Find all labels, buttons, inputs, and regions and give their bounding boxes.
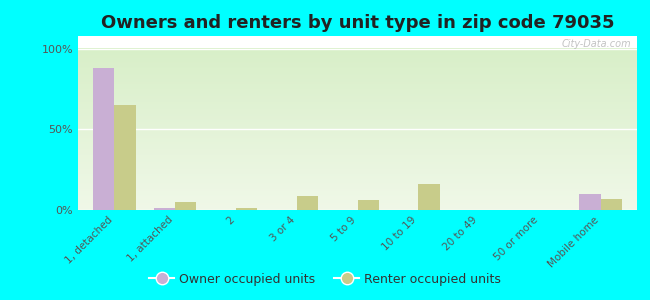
Bar [176, 202, 196, 210]
Legend: Owner occupied units, Renter occupied units: Owner occupied units, Renter occupied un… [144, 268, 506, 291]
Bar [601, 199, 622, 210]
Bar [358, 200, 379, 210]
Bar [297, 196, 318, 210]
Bar [236, 208, 257, 210]
Bar [418, 184, 439, 210]
Bar [579, 194, 601, 210]
Title: Owners and renters by unit type in zip code 79035: Owners and renters by unit type in zip c… [101, 14, 614, 32]
Text: City-Data.com: City-Data.com [562, 40, 631, 50]
Bar [154, 208, 176, 210]
Bar [93, 68, 114, 210]
Bar [114, 105, 136, 210]
